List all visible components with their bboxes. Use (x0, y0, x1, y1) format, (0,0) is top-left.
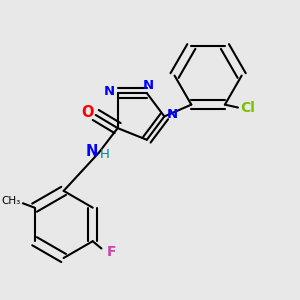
Text: N: N (104, 85, 115, 98)
Text: F: F (106, 245, 116, 259)
Text: Cl: Cl (240, 100, 255, 115)
Text: O: O (81, 105, 94, 120)
Text: CH₃: CH₃ (2, 196, 21, 206)
Text: H: H (100, 148, 110, 161)
Text: N: N (167, 109, 178, 122)
Text: N: N (143, 79, 154, 92)
Text: N: N (86, 144, 98, 159)
